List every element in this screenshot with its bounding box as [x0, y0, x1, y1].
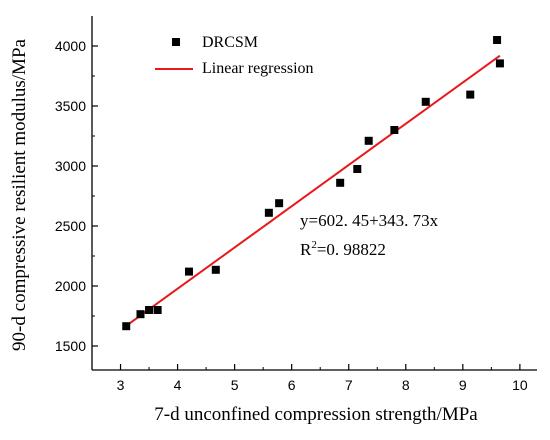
legend-label-drcsm: DRCSM: [202, 34, 258, 51]
y-axis-title: 90-d compressive resilient modulus/MPa: [9, 39, 30, 351]
legend-marker-drcsm: [172, 38, 180, 46]
data-point: [264, 208, 273, 217]
y-tick-label: 4000: [55, 38, 86, 54]
x-tick-label: 4: [174, 377, 182, 393]
data-point: [184, 267, 193, 276]
y-tick-label: 2000: [55, 278, 86, 294]
y-tick-label: 3000: [55, 158, 86, 174]
data-point: [421, 97, 430, 106]
legend: DRCSM Linear regression: [155, 34, 314, 77]
x-tick-label: 10: [512, 377, 528, 393]
data-point: [153, 306, 162, 314]
data-point: [336, 178, 345, 187]
r-squared-prefix: R: [300, 240, 312, 259]
legend-label-regression: Linear regression: [202, 60, 314, 77]
axes: 1500 2000 2500 3000 3500 4000 3 4 5 6 7 8 9 10: [55, 16, 537, 393]
data-point: [495, 59, 504, 68]
data-point: [122, 322, 131, 331]
equation-text: y=602. 45+343. 73x: [300, 211, 439, 230]
data-point: [136, 310, 145, 319]
data-point: [390, 126, 399, 134]
x-tick-label: 7: [345, 377, 353, 393]
x-tick-label: 9: [459, 377, 467, 393]
y-tick-label: 2500: [55, 218, 86, 234]
r-squared-text: R2=0. 98822: [300, 239, 386, 259]
x-tick-label: 3: [117, 377, 125, 393]
data-point: [275, 199, 284, 208]
r-squared-value: =0. 98822: [317, 240, 386, 259]
x-axis-title: 7-d unconfined compression strength/MPa: [154, 404, 478, 425]
data-layer: [122, 36, 504, 331]
y-tick-label: 3500: [55, 98, 86, 114]
x-tick-label: 6: [288, 377, 296, 393]
data-point: [353, 165, 362, 173]
data-point: [364, 136, 373, 145]
x-tick-label: 5: [231, 377, 239, 393]
y-tick-label: 1500: [55, 338, 86, 354]
regression-equation: y=602. 45+343. 73x R2=0. 98822: [300, 211, 439, 259]
data-point: [466, 90, 475, 99]
data-point: [493, 36, 502, 44]
x-tick-label: 8: [402, 377, 410, 393]
r-squared-superscript: 2: [311, 239, 317, 251]
regression-line: [125, 54, 501, 327]
data-point: [145, 306, 154, 314]
data-point: [211, 265, 220, 274]
